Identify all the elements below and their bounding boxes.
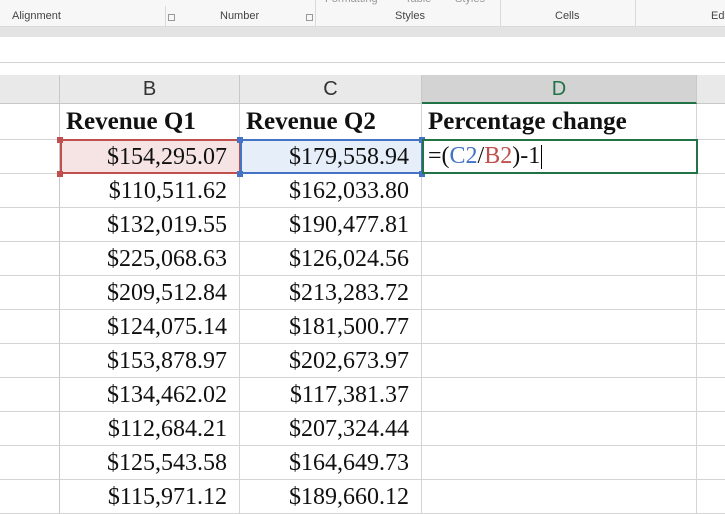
row-header [0, 242, 60, 276]
formula-part: =( [428, 143, 450, 169]
cell [697, 276, 725, 310]
ribbon-group-label: Edi [711, 10, 725, 22]
cell[interactable] [422, 378, 697, 412]
cell[interactable] [422, 344, 697, 378]
cell [697, 242, 725, 276]
value-cell[interactable]: $153,878.97 [60, 344, 240, 378]
row-header [0, 276, 60, 310]
resize-handle [57, 171, 63, 177]
value-cell[interactable]: $162,033.80 [240, 174, 422, 208]
ribbon-shadow [0, 27, 725, 37]
value-cell[interactable]: $225,068.63 [60, 242, 240, 276]
cell[interactable] [422, 412, 697, 446]
value-cell[interactable]: $213,283.72 [240, 276, 422, 310]
formula-part: )-1 [512, 143, 541, 169]
row-header [0, 208, 60, 242]
ribbon-group-label: Cells [555, 10, 580, 22]
text-cursor [541, 145, 543, 170]
cell[interactable] [422, 310, 697, 344]
cell [697, 208, 725, 242]
reference-border [60, 139, 241, 174]
cell [697, 310, 725, 344]
reference-border [240, 139, 423, 174]
active-cell[interactable]: =(C2/B2)-1 [422, 139, 698, 174]
row-header [0, 412, 60, 446]
separator [315, 0, 316, 26]
value-cell[interactable]: $126,024.56 [240, 242, 422, 276]
cell[interactable] [422, 242, 697, 276]
value-cell[interactable]: $190,477.81 [240, 208, 422, 242]
cell[interactable] [422, 480, 697, 514]
ribbon-group-label: Styles [395, 10, 425, 22]
separator [165, 6, 166, 26]
row-header [0, 480, 60, 514]
resize-handle [237, 171, 243, 177]
value-cell[interactable]: $202,673.97 [240, 344, 422, 378]
cell [697, 344, 725, 378]
row-header [0, 446, 60, 480]
divider [0, 62, 725, 63]
cell [697, 104, 725, 140]
ribbon [0, 0, 725, 27]
value-cell[interactable]: $189,660.12 [240, 480, 422, 514]
column-header[interactable]: D [422, 75, 697, 104]
value-cell[interactable]: $207,324.44 [240, 412, 422, 446]
cell [697, 446, 725, 480]
ribbon-label: Styles [455, 0, 485, 5]
cell[interactable] [422, 208, 697, 242]
row-header [0, 310, 60, 344]
header-cell[interactable]: Revenue Q2 [240, 104, 422, 140]
separator [635, 0, 636, 26]
resize-handle [57, 137, 63, 143]
header-cell[interactable]: Percentage change [422, 104, 697, 140]
row-header [0, 104, 60, 140]
formula-part: B2 [484, 143, 513, 169]
formula-part: C2 [449, 143, 478, 169]
dialog-launcher[interactable] [306, 14, 313, 21]
row-header [0, 344, 60, 378]
ribbon-label: Formatting [325, 0, 378, 5]
value-cell[interactable]: $124,075.14 [60, 310, 240, 344]
value-cell[interactable]: $115,971.12 [60, 480, 240, 514]
header-cell[interactable]: Revenue Q1 [60, 104, 240, 140]
resize-handle [419, 171, 425, 177]
cell[interactable] [422, 446, 697, 480]
value-cell[interactable]: $112,684.21 [60, 412, 240, 446]
value-cell[interactable]: $134,462.02 [60, 378, 240, 412]
value-cell[interactable]: $209,512.84 [60, 276, 240, 310]
column-header [697, 75, 725, 104]
column-header[interactable]: C [240, 75, 422, 104]
ribbon-group-label: Number [220, 10, 260, 22]
value-cell[interactable]: $132,019.55 [60, 208, 240, 242]
cell[interactable] [422, 276, 697, 310]
value-cell[interactable]: $164,649.73 [240, 446, 422, 480]
row-header [0, 174, 60, 208]
row-header [0, 378, 60, 412]
value-cell[interactable]: $125,543.58 [60, 446, 240, 480]
dialog-launcher[interactable] [168, 14, 175, 21]
value-cell[interactable]: $117,381.37 [240, 378, 422, 412]
formula-part: / [477, 143, 485, 169]
ribbon-label: Table [405, 0, 431, 5]
value-cell[interactable]: $154,295.07 [60, 140, 240, 174]
cell [697, 378, 725, 412]
resize-handle [237, 137, 243, 143]
value-cell[interactable]: $110,511.62 [60, 174, 240, 208]
cell [697, 480, 725, 514]
column-header[interactable]: B [60, 75, 240, 104]
cell [697, 412, 725, 446]
ribbon-group-label: Alignment [12, 10, 61, 22]
corner [0, 75, 60, 104]
value-cell[interactable]: $181,500.77 [240, 310, 422, 344]
row-header [0, 140, 60, 174]
cell [697, 174, 725, 208]
cell [697, 140, 725, 174]
separator [500, 0, 501, 26]
cell[interactable] [422, 174, 697, 208]
